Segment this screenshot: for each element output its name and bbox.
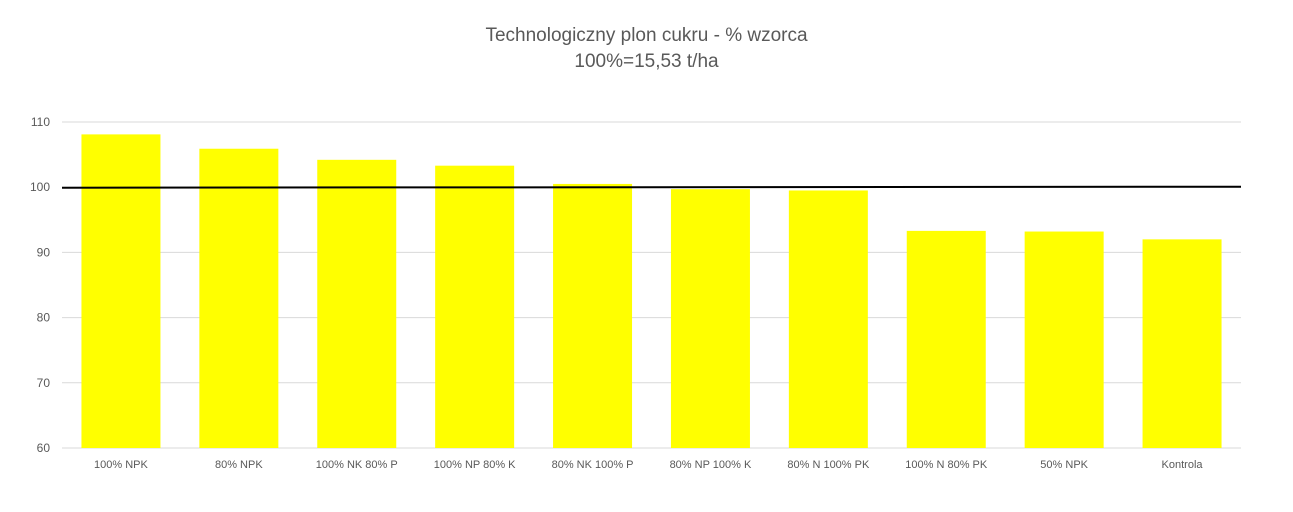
x-tick-label: 100% N 80% PK [905,459,988,471]
x-tick-label: 100% NP 80% K [434,459,516,471]
x-tick-label: 80% N 100% PK [787,459,870,471]
bar [317,159,397,449]
bar [670,189,750,448]
y-tick-label: 90 [37,245,51,259]
bar [1024,231,1104,448]
bar [553,183,633,448]
y-tick-label: 60 [37,441,51,455]
x-tick-label: 80% NK 100% P [552,459,634,471]
x-tick-label: Kontrola [1162,459,1204,471]
chart-title: Technologiczny plon cukru - % wzorca [485,25,808,46]
x-tick-label: 100% NPK [94,459,148,471]
reference-line [61,185,1242,189]
bar [1142,239,1222,448]
chart-subtitle: 100%=15,53 t/ha [574,51,719,72]
x-tick-label: 100% NK 80% P [316,459,398,471]
bar [435,165,515,448]
x-tick-label: 80% NP 100% K [670,459,752,471]
bar [81,134,161,448]
y-tick-label: 70 [37,376,51,390]
y-tick-label: 100 [30,180,50,194]
y-tick-label: 80 [37,311,51,325]
bar [788,190,868,448]
x-tick-label: 50% NPK [1040,459,1088,471]
bar [906,230,986,448]
y-tick-label: 110 [31,115,50,129]
bar [199,148,279,448]
x-tick-label: 80% NPK [215,459,263,471]
